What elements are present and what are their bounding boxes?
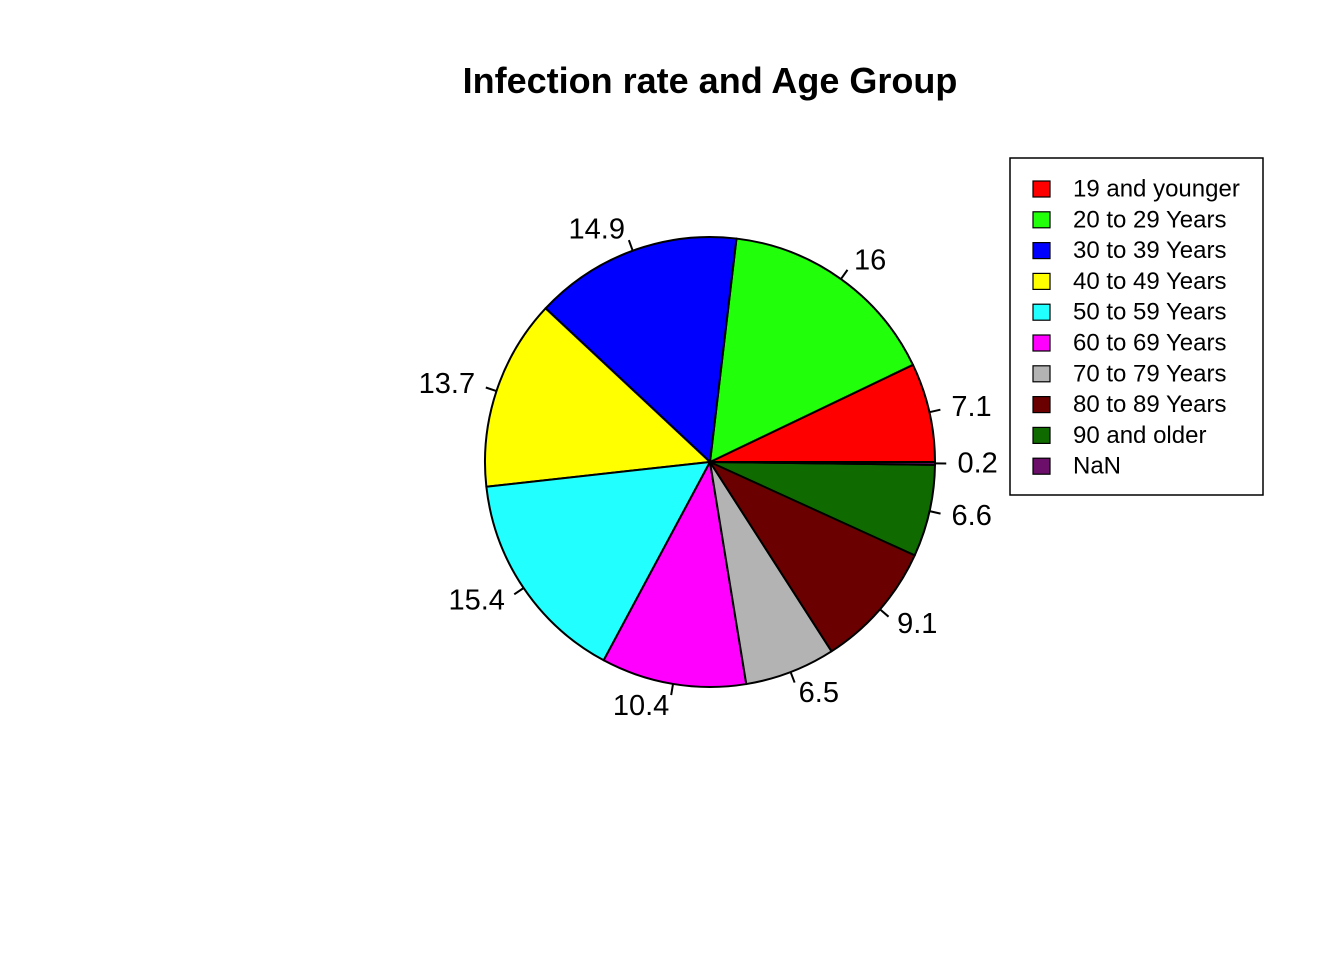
slice-value-label: 7.1 bbox=[951, 391, 991, 423]
slice-value-label: 6.6 bbox=[952, 500, 992, 532]
legend-label: 60 to 69 Years bbox=[1073, 330, 1226, 357]
label-tick bbox=[513, 587, 525, 596]
legend-swatch bbox=[1032, 180, 1051, 198]
label-tick bbox=[627, 239, 634, 252]
legend-swatch bbox=[1032, 426, 1051, 444]
pie-slice bbox=[709, 237, 914, 463]
legend-label: 20 to 29 Years bbox=[1073, 206, 1226, 233]
label-tick bbox=[929, 408, 941, 414]
slice-value-label: 13.7 bbox=[419, 368, 475, 400]
slice-value-label: 14.9 bbox=[569, 214, 625, 246]
chart-title: Infection rate and Age Group bbox=[463, 60, 958, 101]
pie-slices bbox=[483, 236, 936, 689]
legend-swatch bbox=[1032, 211, 1051, 229]
legend-label: 40 to 49 Years bbox=[1073, 268, 1226, 295]
legend-label: NaN bbox=[1073, 453, 1121, 480]
legend-swatch bbox=[1032, 457, 1051, 475]
slice-value-label: 16 bbox=[854, 245, 886, 277]
slice-value-label: 0.2 bbox=[958, 448, 998, 480]
legend-swatch bbox=[1032, 365, 1051, 383]
legend-label: 30 to 39 Years bbox=[1073, 237, 1226, 264]
legend-swatch bbox=[1032, 242, 1051, 260]
slice-value-label: 9.1 bbox=[897, 608, 937, 640]
pie-slice bbox=[709, 461, 936, 466]
legend-label: 19 and younger bbox=[1073, 176, 1240, 203]
slice-value-label: 6.5 bbox=[799, 677, 839, 709]
pie-slice bbox=[544, 236, 738, 463]
label-tick bbox=[485, 386, 497, 393]
label-tick bbox=[840, 269, 849, 280]
legend-label: 80 to 89 Years bbox=[1073, 391, 1226, 418]
label-tick bbox=[879, 608, 890, 618]
label-tick bbox=[789, 671, 796, 683]
legend-box bbox=[1009, 157, 1264, 496]
legend-swatch bbox=[1032, 303, 1051, 321]
legend-swatch bbox=[1032, 272, 1051, 290]
legend-swatch bbox=[1032, 396, 1051, 414]
legend: 19 and younger 20 to 29 Years 30 to 39 Yea… bbox=[1009, 157, 1264, 496]
slice-value-label: 10.4 bbox=[613, 690, 669, 722]
label-tick bbox=[929, 510, 941, 515]
legend-label: 70 to 79 Years bbox=[1073, 360, 1226, 387]
legend-swatch bbox=[1032, 334, 1051, 352]
legend-label: 90 and older bbox=[1073, 422, 1206, 449]
pie-slice bbox=[709, 461, 916, 653]
slice-value-label: 15.4 bbox=[448, 585, 504, 617]
label-tick bbox=[670, 683, 675, 696]
slice-labels: 7.1 16 14.9 13.7 15.4 10.4 6.5 9.1 6.6 0.2 bbox=[419, 214, 998, 723]
pie-slice bbox=[709, 363, 936, 463]
legend-label: 50 to 59 Years bbox=[1073, 299, 1226, 326]
